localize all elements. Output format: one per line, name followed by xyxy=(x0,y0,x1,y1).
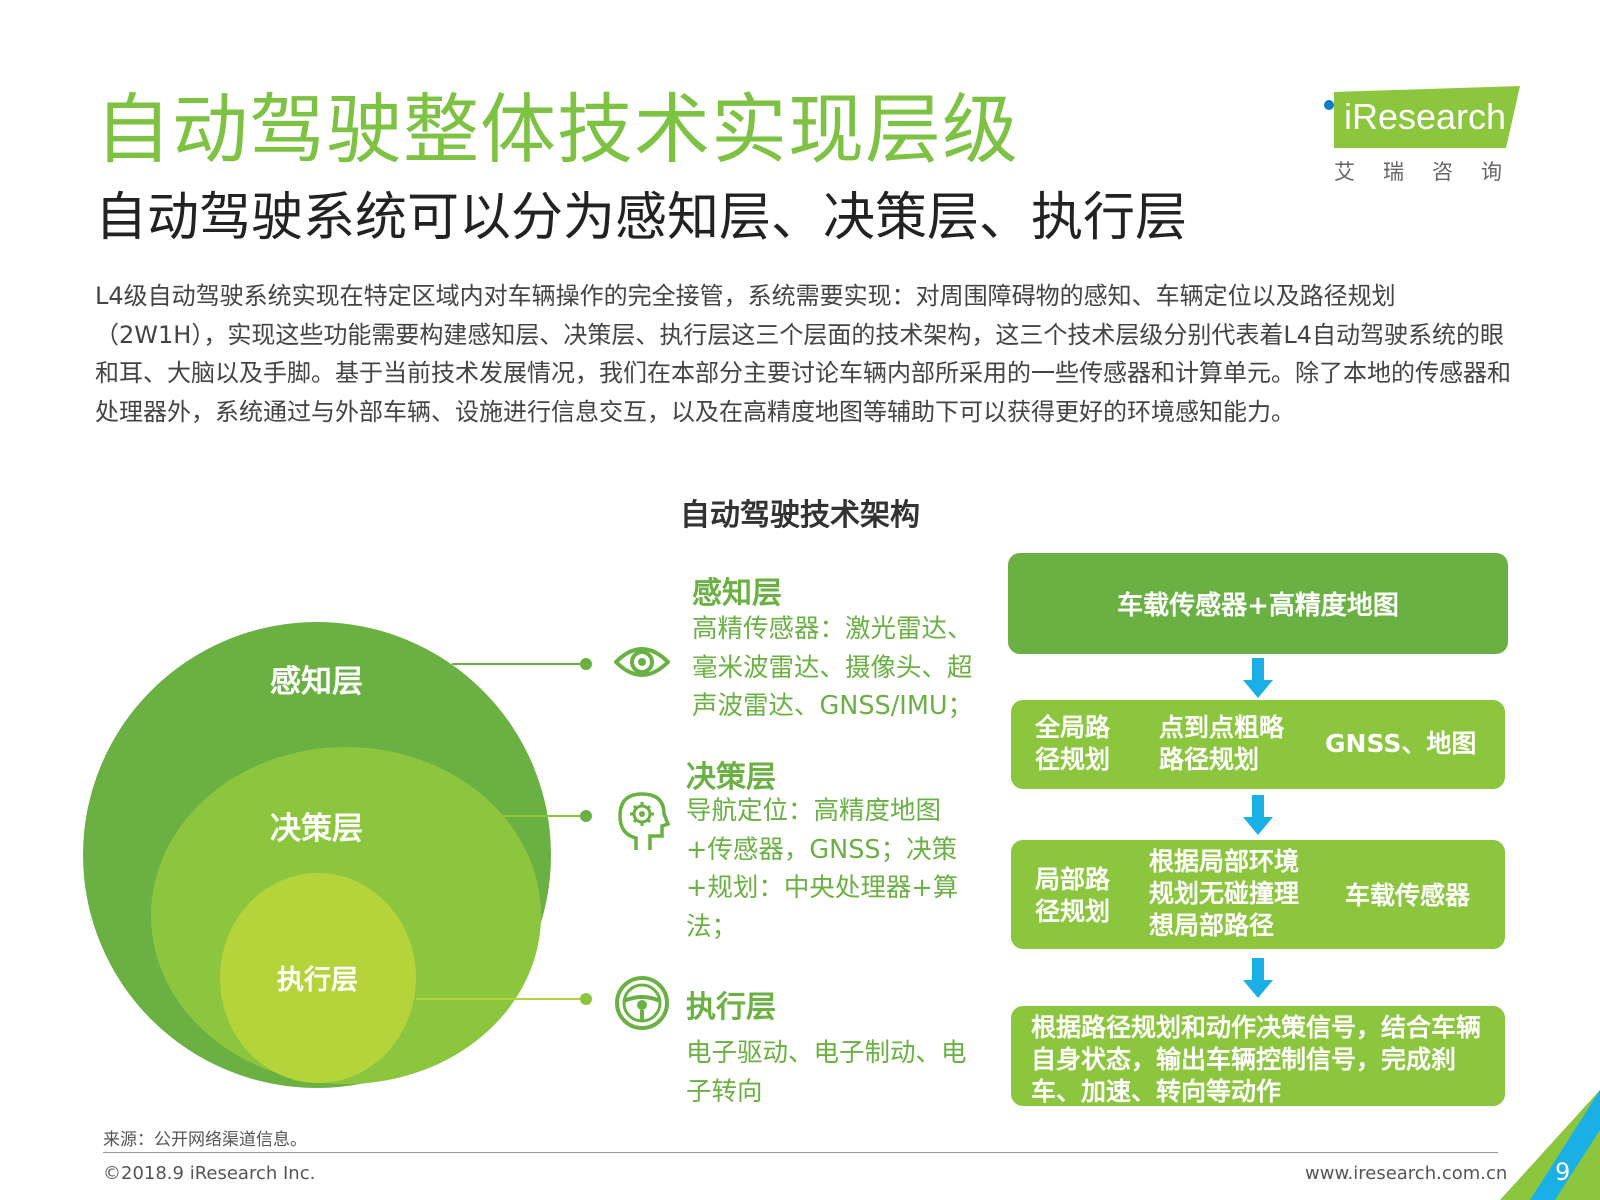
flow-box-local-planning: 局部路径规划 根据局部环境规划无碰撞理想局部路径 车载传感器 xyxy=(1011,840,1505,949)
flow-box-local-planning-label: 局部路径规划 xyxy=(1035,865,1111,926)
steering-wheel-icon xyxy=(615,976,669,1030)
diagram-title: 自动驾驶技术架构 xyxy=(680,498,920,533)
circle-label-execution: 执行层 xyxy=(277,965,358,996)
layer-heading-execution: 执行层 xyxy=(686,990,776,1025)
layer-desc-execution: 电子驱动、电子制动、电子转向 xyxy=(686,1038,967,1107)
flow-box-sensors-map-text: 车载传感器+高精度地图 xyxy=(1117,591,1399,621)
layer-heading-perception: 感知层 xyxy=(692,576,782,611)
arrow-down-icon xyxy=(1243,795,1273,835)
corner-decoration xyxy=(1500,1090,1600,1200)
connector-execution xyxy=(416,998,587,1000)
flow-box-global-planning-label: 全局路径规划 xyxy=(1035,713,1111,774)
logo-dot-icon xyxy=(1324,100,1334,110)
flow-box-global-planning-source: GNSS、地图 xyxy=(1325,729,1477,758)
head-gear-icon xyxy=(618,792,670,850)
arrow-down-icon xyxy=(1243,958,1273,998)
circle-execution xyxy=(220,873,416,1083)
layer-desc-decision: 导航定位：高精度地图+传感器，GNSS；决策+规划：中央处理器+算法； xyxy=(686,796,959,942)
circle-label-decision: 决策层 xyxy=(270,811,363,847)
arrow-down-icon xyxy=(1243,658,1273,698)
layer-desc-perception: 高精传感器：激光雷达、毫米波雷达、摄像头、超声波雷达、GNSS/IMU； xyxy=(692,614,973,721)
website-url: www.iresearch.com.cn xyxy=(1305,1163,1508,1184)
copyright: ©2018.9 iResearch Inc. xyxy=(103,1163,316,1184)
page-title: 自动驾驶整体技术实现层级 xyxy=(95,85,1019,174)
logo-brand: iResearch xyxy=(1344,96,1507,137)
flow-box-global-planning-desc: 点到点粗略路径规划 xyxy=(1159,713,1285,774)
connector-dot-execution xyxy=(580,993,592,1005)
flow-box-local-planning-desc: 根据局部环境规划无碰撞理想局部路径 xyxy=(1149,847,1300,940)
intro-paragraph: L4级自动驾驶系统实现在特定区域内对车辆操作的完全接管，系统需要实现：对周围障碍… xyxy=(95,282,1511,426)
connector-perception xyxy=(452,663,587,665)
page-number: 9 xyxy=(1555,1158,1571,1186)
page-subtitle: 自动驾驶系统可以分为感知层、决策层、执行层 xyxy=(95,188,1188,248)
connector-decision xyxy=(452,815,587,817)
logo-brand-cn: 艾瑞咨询 xyxy=(1334,160,1530,184)
flow-box-global-planning: 全局路径规划 点到点粗略路径规划 GNSS、地图 xyxy=(1011,700,1505,789)
flow-box-sensors-map: 车载传感器+高精度地图 xyxy=(1008,553,1508,654)
eye-icon xyxy=(614,647,670,677)
iresearch-logo: iResearch 艾瑞咨询 xyxy=(1320,86,1520,196)
layer-heading-decision: 决策层 xyxy=(686,760,776,795)
flow-box-local-planning-source: 车载传感器 xyxy=(1345,881,1471,910)
circle-label-perception: 感知层 xyxy=(270,664,363,700)
logo-banner-shape xyxy=(1334,86,1520,148)
connector-dot-perception xyxy=(580,658,592,670)
flow-box-execution-control: 根据路径规划和动作决策信号，结合车辆自身状态，输出车辆控制信号，完成刹车、加速、… xyxy=(1011,1006,1505,1106)
connector-dot-decision xyxy=(580,810,592,822)
footer-divider xyxy=(103,1152,1498,1153)
source-note: 来源：公开网络渠道信息。 xyxy=(103,1130,307,1150)
